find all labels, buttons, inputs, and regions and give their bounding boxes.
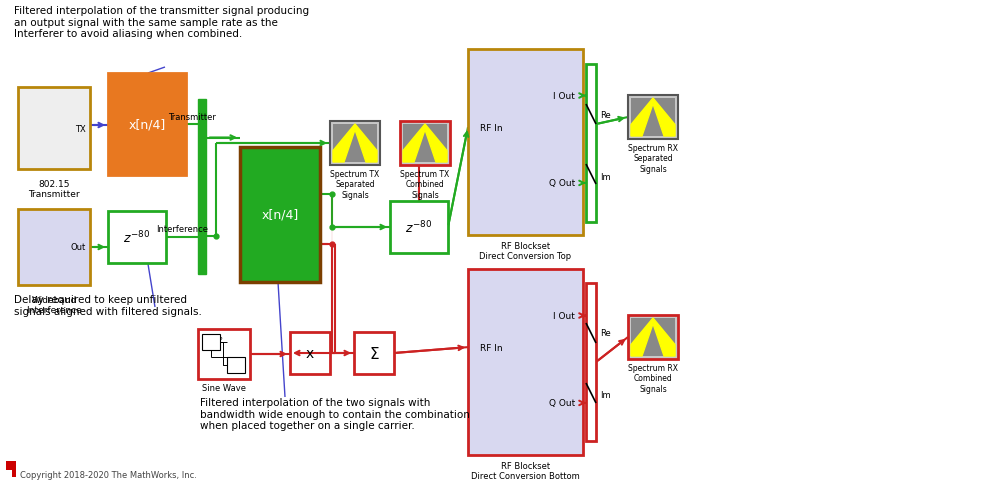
- Text: Q Out: Q Out: [549, 399, 575, 407]
- Text: Copyright 2018-2020 The MathWorks, Inc.: Copyright 2018-2020 The MathWorks, Inc.: [20, 470, 197, 480]
- Bar: [333, 125, 377, 163]
- Polygon shape: [631, 99, 675, 137]
- Text: RF In: RF In: [480, 343, 502, 352]
- Text: Filtered interpolation of the transmitter signal producing
an output signal with: Filtered interpolation of the transmitte…: [14, 6, 309, 39]
- Text: x[n/4]: x[n/4]: [129, 118, 165, 131]
- Bar: [354, 332, 394, 374]
- Text: Out: Out: [70, 243, 86, 252]
- Text: Sine Wave: Sine Wave: [202, 383, 246, 392]
- Bar: [631, 99, 675, 137]
- Text: I Out: I Out: [553, 311, 575, 320]
- Bar: [330, 122, 380, 165]
- Bar: [631, 318, 675, 356]
- Polygon shape: [403, 125, 447, 163]
- Bar: [6, 461, 16, 477]
- Text: TX: TX: [75, 124, 86, 133]
- Text: Q Out: Q Out: [549, 179, 575, 188]
- Bar: [390, 202, 448, 253]
- Text: Interference: Interference: [156, 225, 208, 234]
- Text: 802.15
Transmitter: 802.15 Transmitter: [28, 180, 80, 199]
- Bar: [628, 96, 678, 140]
- Bar: [240, 148, 320, 283]
- Bar: [468, 50, 583, 236]
- Text: x[n/4]: x[n/4]: [262, 208, 298, 222]
- Bar: [586, 284, 596, 441]
- Bar: [18, 88, 90, 170]
- Bar: [108, 212, 166, 264]
- Text: Delay required to keep unfiltered
signals aligned with filtered signals.: Delay required to keep unfiltered signal…: [14, 294, 202, 316]
- Bar: [108, 74, 186, 176]
- Text: RF Blockset
Direct Conversion Bottom: RF Blockset Direct Conversion Bottom: [471, 461, 580, 480]
- Polygon shape: [631, 318, 675, 356]
- Text: $z^{-80}$: $z^{-80}$: [405, 219, 432, 236]
- Text: Re: Re: [600, 110, 610, 119]
- Bar: [628, 315, 678, 359]
- Bar: [586, 65, 596, 223]
- Text: DSP: DSP: [210, 336, 222, 341]
- Text: Filtered interpolation of the two signals with
bandwidth wide enough to contain : Filtered interpolation of the two signal…: [200, 397, 470, 430]
- Text: Spectrum RX
Combined
Signals: Spectrum RX Combined Signals: [628, 363, 678, 393]
- Text: $z^{-80}$: $z^{-80}$: [124, 229, 151, 246]
- Bar: [290, 332, 330, 374]
- Bar: [6, 470, 12, 477]
- Bar: [403, 125, 447, 163]
- Bar: [468, 269, 583, 455]
- Text: Im: Im: [600, 172, 610, 181]
- Bar: [18, 209, 90, 285]
- Bar: [198, 100, 206, 274]
- Text: Transmitter: Transmitter: [168, 112, 216, 121]
- Text: Wideband
Interference: Wideband Interference: [26, 295, 82, 315]
- Bar: [227, 357, 245, 373]
- Text: RF Blockset
Direct Conversion Top: RF Blockset Direct Conversion Top: [480, 242, 572, 261]
- Text: Spectrum TX
Combined
Signals: Spectrum TX Combined Signals: [400, 170, 450, 200]
- Polygon shape: [333, 125, 377, 163]
- Text: $\Sigma$: $\Sigma$: [369, 346, 380, 361]
- Text: Re: Re: [600, 329, 610, 338]
- Text: I Out: I Out: [553, 92, 575, 101]
- Text: Spectrum TX
Separated
Signals: Spectrum TX Separated Signals: [330, 170, 380, 200]
- Text: Im: Im: [600, 391, 610, 400]
- Text: RF In: RF In: [480, 123, 502, 132]
- Text: x: x: [306, 346, 314, 360]
- Bar: [202, 334, 220, 350]
- Text: Spectrum RX
Separated
Signals: Spectrum RX Separated Signals: [628, 143, 678, 173]
- Bar: [198, 329, 250, 379]
- Bar: [400, 122, 450, 165]
